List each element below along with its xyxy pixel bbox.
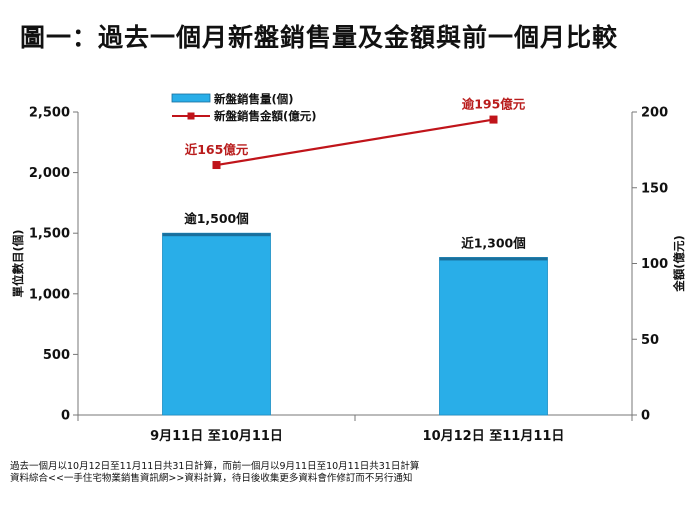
right-tick-label: 200 [641,106,668,121]
footnotes: 過去一個月以10月12日至11月11日共31日計算，而前一個月以9月11日至10… [10,461,419,485]
y-axis-title: 單位數目(個) [11,229,25,297]
bar [439,257,548,416]
x-tick-label: 9月11日 至10月11日 [150,429,283,444]
legend-line-label: 新盤銷售金額(億元) [214,109,317,123]
bar [162,232,271,416]
left-tick-label: 500 [43,348,70,363]
bar-top-edge [439,257,548,261]
right-tick-label: 0 [641,409,650,424]
line-data-label: 逾195億元 [462,97,526,112]
left-tick-label: 2,500 [29,106,70,121]
right-tick-label: 100 [641,257,668,272]
right-tick-label: 50 [641,333,659,348]
left-tick-label: 1,500 [29,227,70,242]
bar-top-edge [162,233,271,237]
right-tick-label: 150 [641,181,668,196]
footnote-2: 資料綜合<<一手住宅物業銷售資訊網>>資料計算，待日後收集更多資料會作修訂而不另… [10,473,413,484]
legend-bar-label: 新盤銷售量(個) [214,92,294,106]
line-point [212,161,221,170]
footnote-1: 過去一個月以10月12日至11月11日共31日計算，而前一個月以9月11日至10… [10,461,420,472]
bar-data-label: 逾1,500個 [184,211,249,226]
line-point [489,115,498,124]
chart-title: 圖一：過去一個月新盤銷售量及金額與前一個月比較 [20,23,619,52]
line-data-label: 近165億元 [185,142,249,157]
x-tick-label: 10月12日 至11月11日 [423,429,565,444]
left-tick-label: 2,000 [29,166,70,181]
legend-line-marker [187,112,195,120]
y2-axis-title: 金額(億元) [672,235,686,293]
legend-bar-swatch [171,93,211,103]
line-series [216,118,494,167]
left-tick-label: 0 [61,409,70,424]
left-tick-label: 1,000 [29,287,70,302]
bar-data-label: 近1,300個 [461,235,526,250]
